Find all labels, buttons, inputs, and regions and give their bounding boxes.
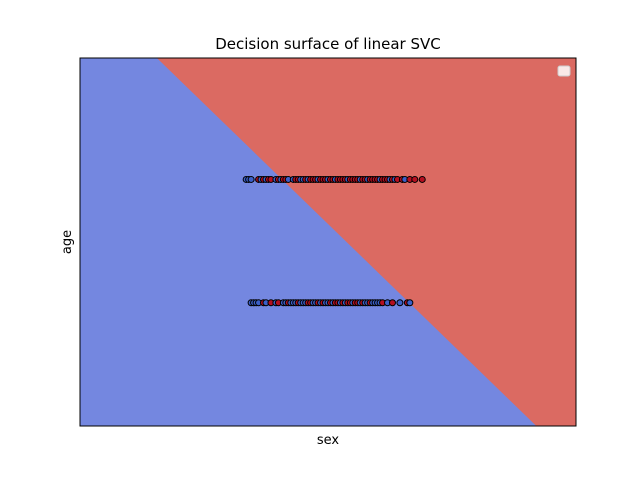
data-point-class-0 xyxy=(247,175,255,183)
plot-area xyxy=(80,58,576,426)
data-point-class-0 xyxy=(396,299,404,307)
data-point-class-1 xyxy=(411,175,419,183)
chart-title: Decision surface of linear SVC xyxy=(215,35,441,53)
y-axis-label: age xyxy=(60,230,75,254)
data-point-class-1 xyxy=(388,299,396,307)
decision-region-class-1 xyxy=(156,58,576,426)
scatter-points xyxy=(242,175,426,307)
legend-box[interactable] xyxy=(557,65,571,77)
plot-frame xyxy=(79,57,577,427)
data-point-class-1 xyxy=(418,175,426,183)
data-point-class-0 xyxy=(406,299,414,307)
x-axis-label: sex xyxy=(317,433,340,448)
